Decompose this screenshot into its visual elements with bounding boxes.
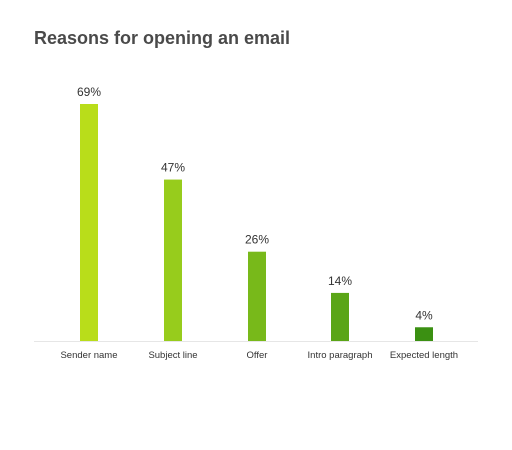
category-label: Expected length <box>390 350 458 361</box>
bar-intro-paragraph <box>331 292 349 341</box>
value-label: 14% <box>328 274 352 288</box>
category-label: Subject line <box>148 350 197 361</box>
bars-group: 69% Sender name 47% Subject line 26% Offer 14%… <box>60 85 458 361</box>
category-label: Sender name <box>60 350 117 361</box>
value-label: 4% <box>415 308 433 322</box>
value-label: 69% <box>77 85 101 99</box>
value-label: 26% <box>245 233 269 247</box>
chart-title: Reasons for opening an email <box>34 28 291 48</box>
category-label: Offer <box>247 350 268 361</box>
bar-expected-length <box>415 327 433 341</box>
value-label: 47% <box>161 161 185 175</box>
bar-offer <box>248 251 266 341</box>
bar-subject-line <box>164 179 182 341</box>
bar-sender-name <box>80 104 98 341</box>
category-label: Intro paragraph <box>308 350 373 361</box>
